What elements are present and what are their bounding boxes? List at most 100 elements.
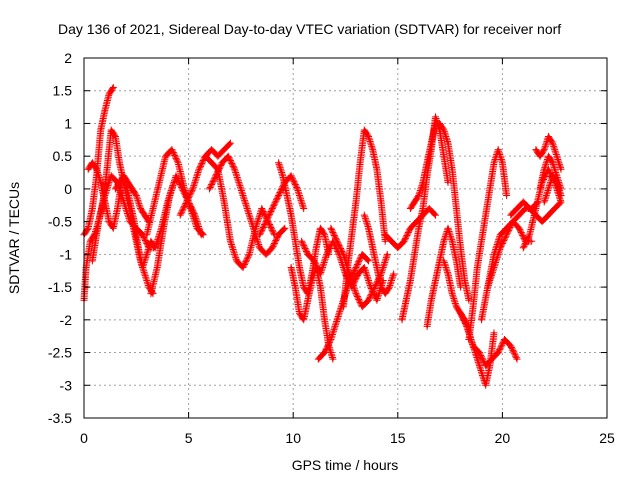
data-point <box>371 246 374 250</box>
data-point <box>208 187 211 191</box>
data-point <box>522 200 525 204</box>
data-point <box>421 181 425 184</box>
data-point <box>162 226 165 230</box>
data-point <box>409 226 412 230</box>
data-point <box>107 92 111 96</box>
data-point <box>480 370 483 374</box>
series-arc-11 <box>256 172 308 239</box>
data-point <box>149 240 153 243</box>
data-point <box>149 292 153 295</box>
data-point <box>442 259 446 263</box>
data-point <box>492 331 496 335</box>
data-point <box>84 266 88 269</box>
data-point <box>455 305 458 308</box>
data-point <box>210 148 213 151</box>
data-point <box>492 253 496 256</box>
data-point <box>105 168 109 171</box>
data-point <box>331 240 335 243</box>
plot-frame <box>83 57 608 419</box>
data-point <box>145 233 148 236</box>
data-point <box>86 226 90 230</box>
data-point <box>404 298 408 302</box>
data-point <box>294 285 297 289</box>
data-point <box>176 161 180 164</box>
data-point <box>540 220 544 223</box>
data-point <box>361 305 364 308</box>
data-point <box>109 174 113 178</box>
data-point <box>145 253 148 256</box>
data-point <box>497 351 500 354</box>
data-point <box>281 174 284 178</box>
data-point <box>402 240 406 243</box>
data-point <box>534 207 538 210</box>
y-tick-label: -1.5 <box>48 279 72 295</box>
data-point <box>396 246 399 250</box>
data-point <box>229 240 232 243</box>
data-point <box>103 194 107 197</box>
data-point <box>363 266 366 269</box>
y-tick-label: -0.5 <box>48 214 72 230</box>
data-point <box>434 122 437 125</box>
data-point <box>497 148 500 151</box>
data-point <box>239 187 243 191</box>
data-point <box>319 272 322 276</box>
data-point <box>99 128 102 132</box>
data-point <box>455 259 458 263</box>
data-point <box>515 207 519 210</box>
data-point <box>559 200 563 204</box>
data-point <box>122 174 125 178</box>
data-point <box>547 135 550 138</box>
data-point <box>325 253 328 256</box>
data-point <box>434 115 437 119</box>
data-point <box>442 154 446 158</box>
data-point <box>488 187 492 191</box>
data-point <box>375 266 379 269</box>
data-point <box>258 233 261 236</box>
data-point <box>476 357 479 361</box>
data-point <box>547 213 550 217</box>
data-point <box>315 246 318 250</box>
data-point <box>476 266 479 269</box>
data-point <box>478 351 481 354</box>
data-point <box>294 240 297 243</box>
axes: 0 5 10 15 20 25 -3.5 -3 -2.5 -2 -1.5 -1 -0.5 0 0.5 1 1.5… <box>48 50 615 446</box>
y-tick-label: -2.5 <box>48 345 72 361</box>
data-point <box>122 200 125 204</box>
data-point <box>103 109 107 112</box>
data-point <box>164 154 167 158</box>
series-arc-18 <box>360 211 398 298</box>
series-arc-21 <box>406 120 473 304</box>
data-point <box>116 207 119 210</box>
x-tick-label: 25 <box>599 430 615 446</box>
data-point <box>118 181 121 184</box>
data-point <box>450 240 454 243</box>
data-point <box>509 344 512 348</box>
data-point <box>179 213 182 217</box>
data-point <box>543 168 546 171</box>
data-point <box>302 318 305 322</box>
data-point <box>471 305 475 308</box>
data-point <box>450 292 454 295</box>
data-point <box>245 207 249 210</box>
data-point <box>499 246 502 250</box>
y-tick-label: -3.5 <box>48 410 72 426</box>
series-arc-9 <box>201 152 278 271</box>
data-point <box>538 187 542 191</box>
x-tick-label: 5 <box>185 430 193 446</box>
data-point <box>323 318 326 322</box>
data-point <box>367 226 370 230</box>
data-point <box>484 213 487 217</box>
data-point <box>503 338 506 341</box>
data-point <box>480 240 483 243</box>
data-point <box>128 220 132 223</box>
data-point <box>126 181 130 184</box>
series-arc-25 <box>465 146 511 343</box>
data-point <box>446 181 450 184</box>
data-point <box>335 318 339 322</box>
data-point <box>143 213 146 217</box>
data-point <box>392 272 395 276</box>
data-point <box>505 233 508 236</box>
data-point <box>191 187 194 191</box>
data-point <box>551 174 554 178</box>
data-point <box>384 233 387 236</box>
